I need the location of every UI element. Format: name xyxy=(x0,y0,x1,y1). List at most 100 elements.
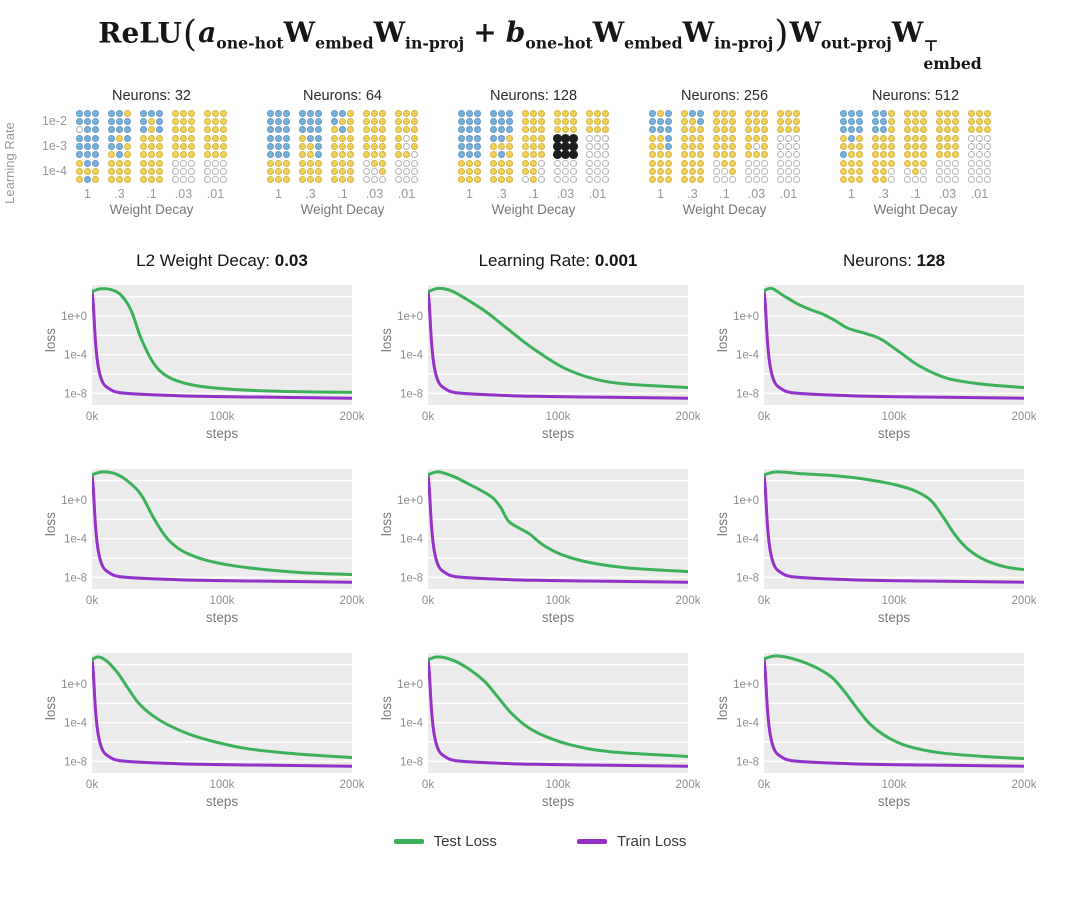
run-dot xyxy=(936,135,943,143)
formula-sub: in-proj xyxy=(405,33,465,53)
run-dot xyxy=(753,118,760,126)
run-dot xyxy=(530,118,537,126)
x-tick-label: 100k xyxy=(210,595,235,607)
y-tick-label: 1e-8 xyxy=(400,572,423,584)
sweep-cell xyxy=(108,110,131,134)
run-dot xyxy=(560,150,571,160)
run-dot xyxy=(124,118,131,126)
run-dot xyxy=(156,118,163,126)
run-dot xyxy=(490,135,497,143)
run-dot xyxy=(379,160,386,168)
sweep-cell xyxy=(586,110,609,134)
sweep-cell xyxy=(936,160,959,184)
run-dot xyxy=(188,176,195,184)
run-dot xyxy=(403,160,410,168)
run-dot xyxy=(657,135,664,143)
run-dot xyxy=(331,168,338,176)
weight-decay-tick: .03 xyxy=(174,187,193,202)
run-dot xyxy=(848,160,855,168)
run-dot xyxy=(689,160,696,168)
run-dot xyxy=(474,151,481,159)
run-dot xyxy=(681,151,688,159)
run-dot xyxy=(681,168,688,176)
run-dot xyxy=(283,176,290,184)
run-dot xyxy=(347,151,354,159)
run-dot xyxy=(411,168,418,176)
run-dot xyxy=(339,151,346,159)
run-dot xyxy=(793,151,800,159)
run-dot xyxy=(498,143,505,151)
x-tick-label: 100k xyxy=(882,595,907,607)
run-dot xyxy=(904,176,911,184)
sweep-cell xyxy=(840,110,863,134)
y-axis-label: loss xyxy=(715,328,730,352)
run-dot xyxy=(140,168,147,176)
y-tick-label: 1e-8 xyxy=(736,572,759,584)
run-dot xyxy=(116,135,123,143)
run-dot xyxy=(411,110,418,118)
run-dot xyxy=(299,151,306,159)
run-dot xyxy=(220,151,227,159)
run-dot xyxy=(92,118,99,126)
sweep-cell xyxy=(267,160,290,184)
run-dot xyxy=(761,135,768,143)
run-dot xyxy=(522,160,529,168)
run-dot xyxy=(188,160,195,168)
run-dot xyxy=(522,176,529,184)
run-dot xyxy=(92,151,99,159)
fixed-param-label: Learning Rate: xyxy=(478,251,595,271)
run-dot xyxy=(172,160,179,168)
run-dot xyxy=(395,176,402,184)
run-dot xyxy=(888,118,895,126)
run-dot xyxy=(904,168,911,176)
run-dot xyxy=(148,143,155,151)
x-axis-label: steps xyxy=(542,610,575,625)
run-dot xyxy=(474,118,481,126)
run-dot xyxy=(729,118,736,126)
run-dot xyxy=(275,110,282,118)
run-dot xyxy=(498,135,505,143)
run-dot xyxy=(560,142,571,152)
run-dot xyxy=(371,168,378,176)
weight-decay-axis-label: Weight Decay xyxy=(300,202,385,218)
sweep-cell xyxy=(649,110,672,134)
x-axis-label: steps xyxy=(206,794,239,809)
panel-title: Neurons: 64 xyxy=(303,88,382,105)
run-dot xyxy=(920,151,927,159)
run-dot xyxy=(363,143,370,151)
run-dot xyxy=(944,168,951,176)
y-tick-label: 1e-8 xyxy=(400,388,423,400)
run-dot xyxy=(562,118,569,126)
run-dot xyxy=(220,126,227,134)
run-dot xyxy=(753,168,760,176)
run-dot xyxy=(793,126,800,134)
run-dot xyxy=(522,168,529,176)
x-tick-label: 0k xyxy=(422,779,434,791)
y-axis-label: loss xyxy=(379,512,394,536)
run-dot xyxy=(474,143,481,151)
run-dot xyxy=(490,168,497,176)
run-dot xyxy=(785,176,792,184)
run-dot xyxy=(904,135,911,143)
test-loss-curve xyxy=(428,470,688,574)
run-dot xyxy=(188,168,195,176)
sweep-cell xyxy=(395,110,418,134)
weight-decay-ticks: 1 .3 .1 .03 .01 xyxy=(458,187,609,201)
formula-sub: embed xyxy=(923,53,982,73)
run-dot xyxy=(403,126,410,134)
run-dot xyxy=(657,110,664,118)
train-loss-curve xyxy=(92,473,352,584)
loss-headers: L2 Weight Decay: 0.03 Learning Rate: 0.0… xyxy=(42,251,1080,271)
run-dot xyxy=(952,118,959,126)
sweep-cell xyxy=(713,135,736,159)
y-tick-label: 1e-4 xyxy=(64,534,88,546)
sweep-cell xyxy=(522,135,545,159)
run-dot xyxy=(92,143,99,151)
x-tick-label: 100k xyxy=(546,595,571,607)
run-dot xyxy=(506,176,513,184)
run-dot xyxy=(586,126,593,134)
weight-decay-tick: 1 xyxy=(848,187,855,202)
run-dot xyxy=(108,143,115,151)
run-dot xyxy=(912,160,919,168)
run-dot xyxy=(307,176,314,184)
